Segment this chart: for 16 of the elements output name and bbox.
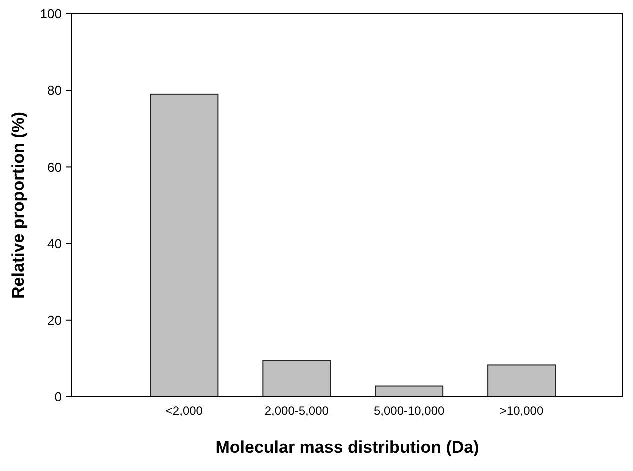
bar xyxy=(375,386,444,398)
bar xyxy=(150,94,219,398)
x-tick-label: <2,000 xyxy=(166,404,204,418)
x-tick-label: 5,000-10,000 xyxy=(374,404,446,418)
bar xyxy=(488,364,556,398)
x-tick-label: 2,000-5,000 xyxy=(264,404,330,418)
bar xyxy=(262,360,332,398)
y-tick-label: 0 xyxy=(54,390,62,405)
y-tick-label: 60 xyxy=(48,160,62,175)
y-tick-label: 100 xyxy=(40,6,62,22)
y-tick-label: 20 xyxy=(48,312,62,328)
x-tick-label: >10,000 xyxy=(500,404,544,418)
x-axis-title: Molecular mass distribution (Da) xyxy=(216,438,480,457)
y-tick-label: 40 xyxy=(48,236,62,252)
y-tick-label: 80 xyxy=(48,83,62,98)
y-axis-title: Relative proportion (%) xyxy=(9,112,28,300)
